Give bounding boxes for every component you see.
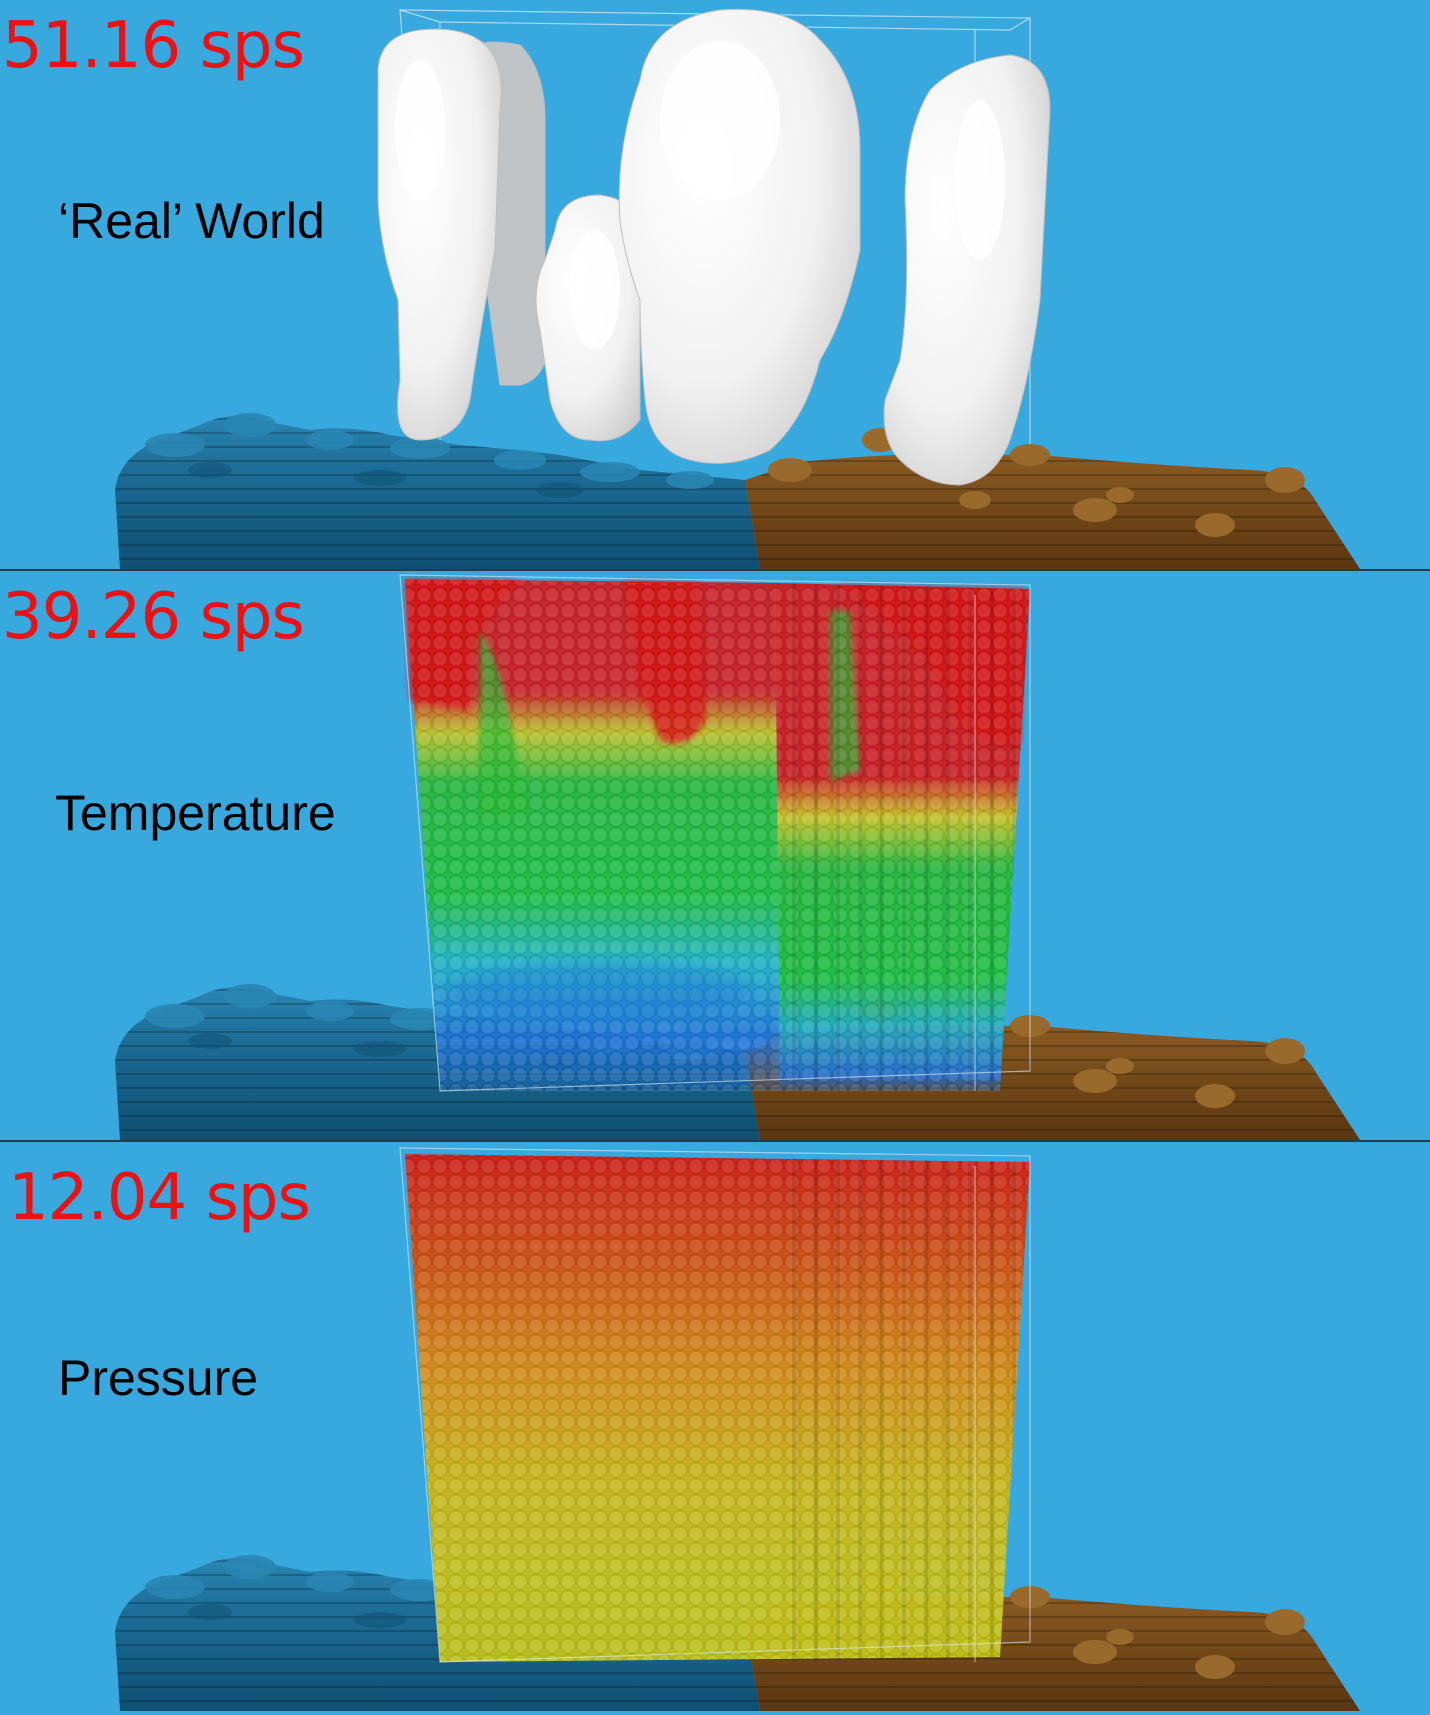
temperature-panel: 39.26 sps Temperature (0, 571, 1430, 1140)
panel-label: Temperature (55, 785, 336, 841)
temperature-scene (115, 574, 1360, 1140)
temperature-volume (405, 579, 1030, 1091)
rate-readout: 39.26 sps (2, 580, 305, 654)
real-world-scene (115, 8, 1360, 569)
panel-label: Pressure (58, 1350, 259, 1406)
panel-divider (0, 1140, 1430, 1142)
pressure-volume (405, 1154, 1030, 1662)
bounding-box (399, 1147, 1031, 1663)
pressure-panel: 12.04 sps Pressure (0, 1142, 1430, 1715)
bounding-box (399, 574, 1031, 1092)
rate-readout: 51.16 sps (2, 9, 305, 83)
real-world-panel: 51.16 sps ‘Real’ World (0, 0, 1430, 569)
panel-divider (0, 569, 1430, 571)
cloud-highlights (395, 40, 1005, 350)
pressure-scene (115, 1147, 1360, 1711)
panel-label: ‘Real’ World (58, 193, 325, 249)
rate-readout: 12.04 sps (8, 1161, 311, 1235)
